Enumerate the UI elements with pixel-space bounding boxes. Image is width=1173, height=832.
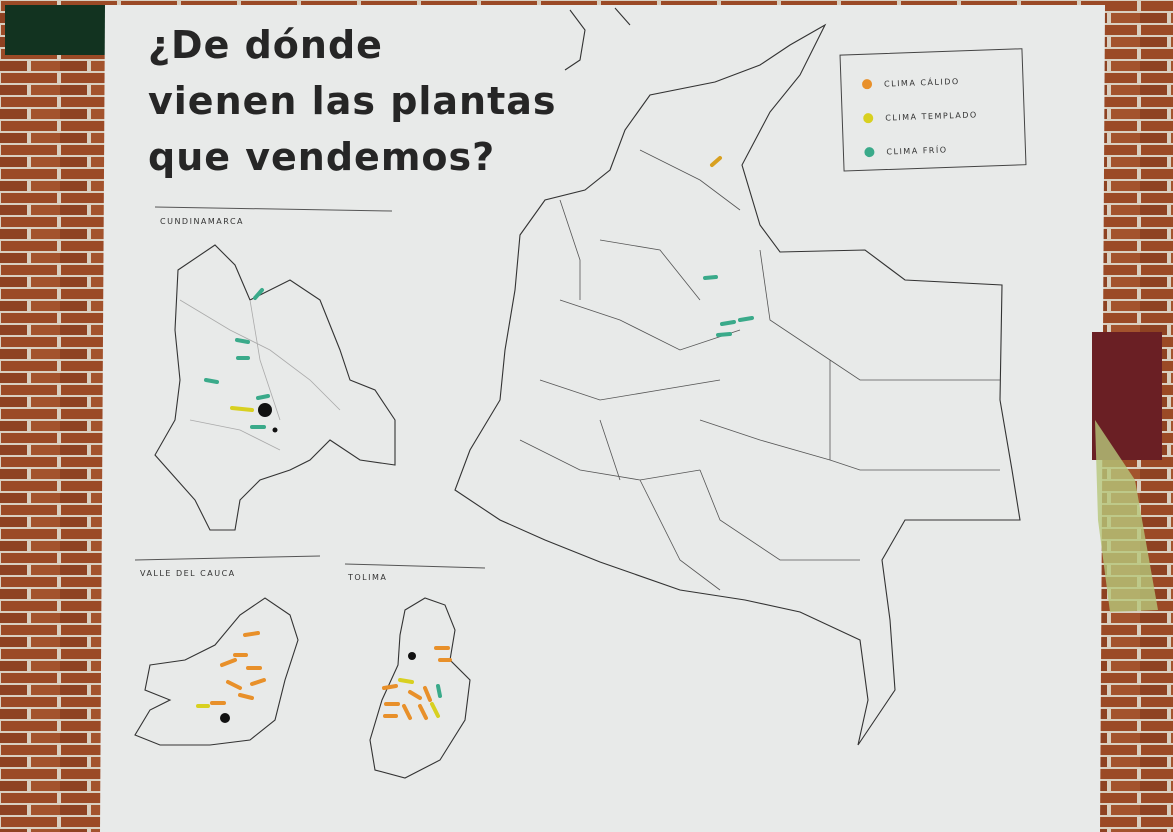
plant-bag [1095, 420, 1158, 612]
region-label: VALLE DEL CAUCA [140, 569, 236, 578]
divider [134, 555, 321, 561]
divider [344, 563, 486, 569]
legend-label: CLIMA TEMPLADO [885, 110, 978, 122]
poster [100, 5, 1105, 832]
divider [154, 206, 393, 212]
legend-label: CLIMA FRÍO [886, 143, 947, 156]
cundinamarca-map [154, 244, 396, 531]
colombia-map [454, 23, 1021, 746]
legend-label: CLIMA CÁLIDO [884, 75, 960, 89]
markers [196, 156, 754, 720]
legend: CLIMA CÁLIDO CLIMA TEMPLADO CLIMA FRÍO [839, 48, 1027, 172]
tolima-map [369, 597, 471, 779]
region-label: CUNDINAMARCA [160, 217, 244, 226]
title-line: que vendemos? [148, 135, 495, 179]
dark-corner [5, 5, 105, 55]
region-label: TOLIMA [347, 573, 387, 582]
valle-map [134, 597, 299, 746]
title-line: vienen las plantas [148, 79, 557, 123]
title-line: ¿De dónde [148, 23, 383, 67]
